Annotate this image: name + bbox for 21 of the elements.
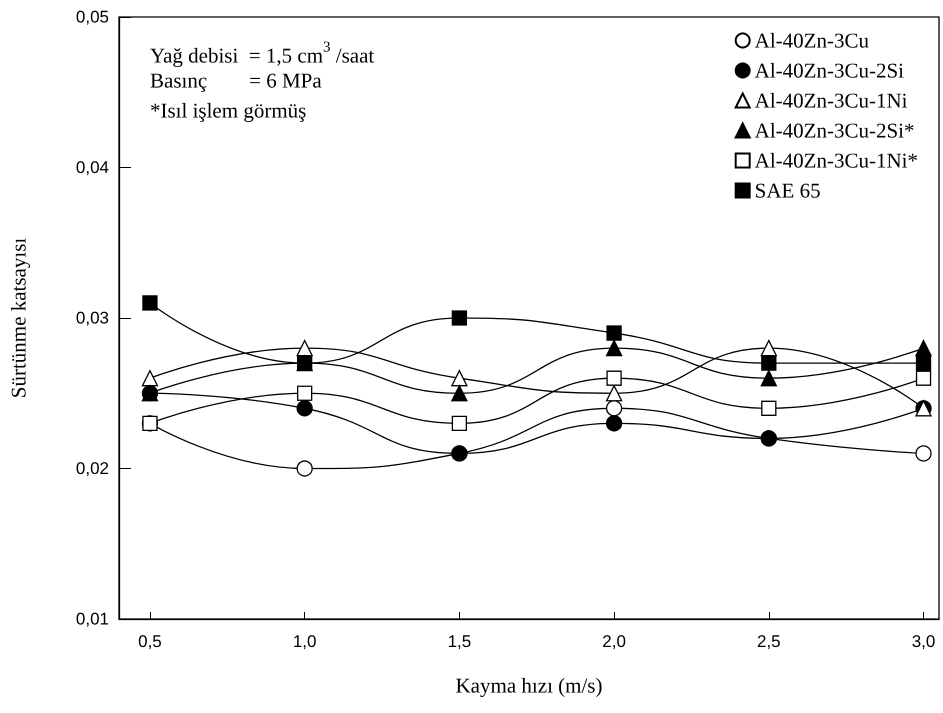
y-axis-title: Sürtünme katsayısı (6, 238, 30, 398)
x-tick-label: 0,5 (138, 632, 162, 651)
y-tick-label: 0,01 (76, 610, 109, 628)
x-tick-label: 2,5 (756, 632, 781, 651)
legend-label: Al-40Zn-3Cu (754, 28, 870, 52)
legend-label: Al-40Zn-3Cu-1Ni (754, 88, 908, 112)
y-tick-label: 0,03 (76, 308, 109, 328)
x-tick-label: 2,0 (602, 632, 626, 651)
y-tick-label: 0,05 (76, 8, 109, 26)
x-tick-label: 1,0 (292, 632, 316, 651)
annotation: *Isıl işlem görmüş (150, 98, 306, 122)
legend-label: SAE 65 (754, 178, 821, 202)
annotation: Basınç = 6 MPa (150, 68, 322, 92)
legend-label: Al-40Zn-3Cu-2Si* (754, 118, 915, 142)
y-tick-label: 0,04 (76, 158, 109, 177)
legend-label: Al-40Zn-3Cu-1Ni* (754, 148, 918, 172)
y-tick-label: 0,02 (76, 459, 109, 478)
x-tick-label: 1,5 (448, 632, 472, 651)
legend-label: Al-40Zn-3Cu-2Si (754, 58, 904, 82)
x-axis-title: Kayma hızı (m/s) (456, 674, 602, 698)
x-tick-label: 3,0 (912, 632, 936, 651)
